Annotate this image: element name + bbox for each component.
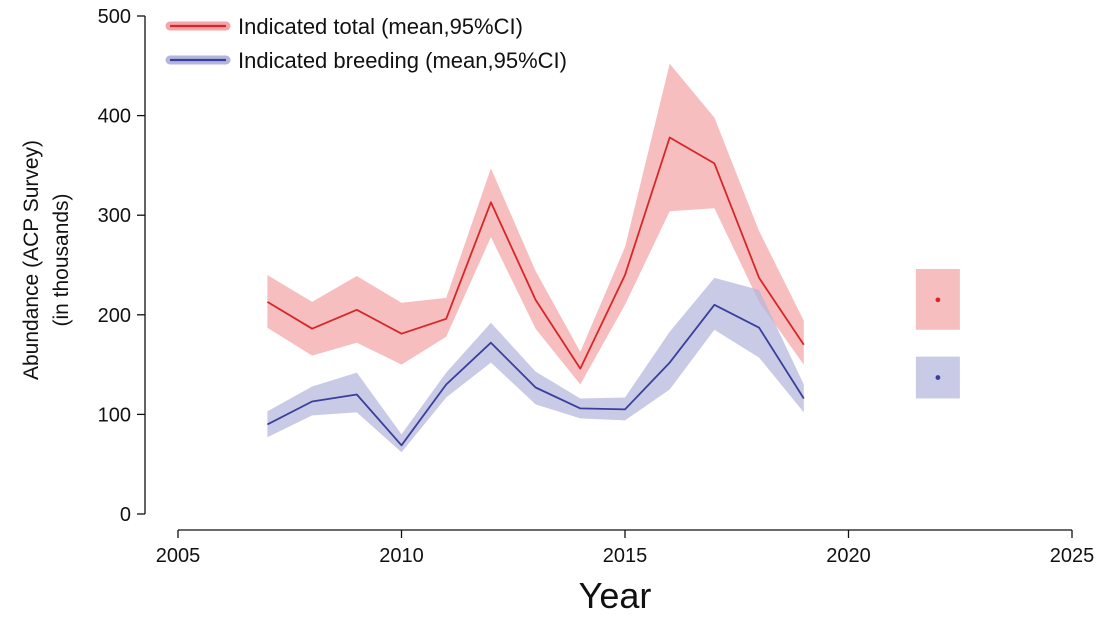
y-ticks: 0 100 200 300 400 500 [98, 6, 145, 526]
x-ticks: 2005 2010 2015 2020 2025 [156, 530, 1095, 567]
x-tick-label-2020: 2020 [826, 545, 871, 567]
series-lines [266, 136, 805, 447]
ci-band-total [267, 63, 804, 385]
mean-line-total [266, 136, 805, 370]
ci-band-breeding [267, 277, 804, 453]
x-tick-label-2010: 2010 [379, 545, 424, 567]
x-tick-label-2005: 2005 [156, 545, 201, 567]
x-tick-label-2025: 2025 [1050, 545, 1095, 567]
y-tick-label-0: 0 [120, 504, 131, 526]
legend: Indicated total (mean,95%CI) Indicated b… [165, 14, 567, 73]
x-tick-label-2015: 2015 [603, 545, 648, 567]
axes: 0 100 200 300 400 500 2005 2010 2015 2020 2025 [98, 6, 1095, 567]
y-axis-title-line-2: (in thousands) [50, 193, 73, 326]
y-tick-label-400: 400 [98, 106, 131, 128]
y-tick-label-200: 200 [98, 305, 131, 327]
extra-points [915, 268, 960, 399]
extra-mean-point-breeding [935, 375, 941, 380]
legend-label-breeding: Indicated breeding (mean,95%CI) [238, 48, 567, 73]
legend-label-total: Indicated total (mean,95%CI) [238, 14, 523, 39]
y-tick-label-500: 500 [98, 6, 131, 28]
x-axis-title: Year [579, 575, 652, 616]
y-axis-title-line-1: Abundance (ACP Survey) [20, 140, 43, 380]
extra-mean-point-total [935, 297, 941, 303]
ci-bands [267, 63, 804, 453]
y-tick-label-100: 100 [98, 404, 131, 426]
y-tick-label-300: 300 [98, 205, 131, 227]
mean-line-breeding [266, 303, 805, 447]
